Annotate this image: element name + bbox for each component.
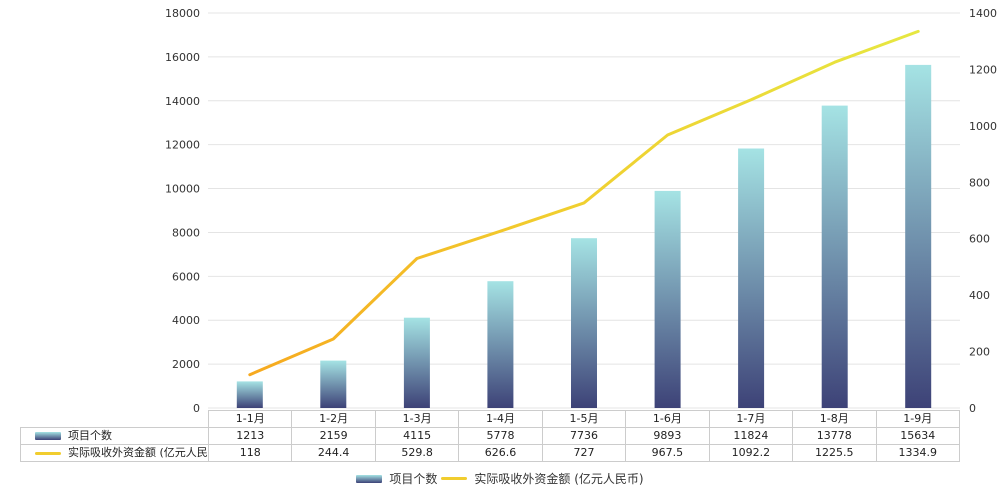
- series-name-label: 实际吸收外资金额 (亿元人民币): [68, 446, 209, 459]
- right-axis-tick: 600: [969, 233, 990, 246]
- value-cell: 244.4: [291, 444, 376, 462]
- left-axis-tick: 8000: [172, 226, 200, 239]
- left-axis-tick: 2000: [172, 358, 200, 371]
- left-axis-tick: 16000: [165, 51, 200, 64]
- right-axis-tick: 1400: [969, 7, 997, 20]
- legend-item-line-series[interactable]: 实际吸收外资金额 (亿元人民币): [441, 470, 644, 487]
- line-series[interactable]: [248, 29, 920, 377]
- series-row-header: 项目个数: [20, 427, 209, 445]
- value-cell: 15634: [875, 427, 960, 445]
- bar-1-2月[interactable]: [320, 360, 347, 408]
- left-axis-tick: 12000: [165, 139, 200, 152]
- left-axis-tick: 4000: [172, 314, 200, 327]
- value-cell: 967.5: [625, 444, 710, 462]
- value-cell: 118: [207, 444, 293, 462]
- value-cell: 1092.2: [708, 444, 794, 462]
- series-row-header: 实际吸收外资金额 (亿元人民币): [20, 444, 209, 462]
- category-cell: 1-2月: [291, 410, 376, 428]
- legend-label: 实际吸收外资金额 (亿元人民币): [474, 472, 644, 486]
- bar-1-6月[interactable]: [654, 190, 681, 408]
- category-cell: 1-7月: [708, 410, 794, 428]
- bar-1-5月[interactable]: [571, 238, 597, 408]
- bar-1-4月[interactable]: [487, 281, 514, 408]
- right-axis-tick: 200: [969, 346, 990, 359]
- category-cell: 1-3月: [374, 410, 460, 428]
- category-cell: 1-1月: [207, 410, 293, 428]
- value-cell: 1334.9: [875, 444, 960, 462]
- value-cell: 626.6: [458, 444, 543, 462]
- right-axis-tick: 0: [969, 402, 976, 412]
- value-cell: 9893: [625, 427, 710, 445]
- bar-1-3月[interactable]: [403, 317, 430, 408]
- category-cell: 1-4月: [458, 410, 543, 428]
- value-cell: 7736: [541, 427, 627, 445]
- bar-1-8月[interactable]: [821, 105, 848, 408]
- category-cell: 1-8月: [792, 410, 877, 428]
- value-cell: 11824: [708, 427, 794, 445]
- value-cell: 4115: [374, 427, 460, 445]
- left-axis-tick: 14000: [165, 95, 200, 108]
- line-series-icon: [441, 477, 468, 480]
- value-cell: 1225.5: [792, 444, 877, 462]
- value-cell: 1213: [207, 427, 293, 445]
- value-cell: 529.8: [374, 444, 460, 462]
- value-cell: 727: [541, 444, 627, 462]
- left-axis-tick: 0: [193, 402, 200, 412]
- bar-series-icon: [35, 432, 61, 440]
- category-cell: 1-9月: [875, 410, 960, 428]
- bar-series-icon: [356, 474, 383, 483]
- data-table: 1-1月 1-2月 1-3月 1-4月 1-5月 1-6月 1-7月 1-8月 1-9月项目个数…: [20, 410, 960, 462]
- combo-chart-canvas: 0200040006000800010000120001400016000180…: [165, 7, 997, 412]
- series-name-label: 项目个数: [68, 429, 112, 442]
- left-axis-tick: 10000: [165, 183, 200, 196]
- bar-1-7月[interactable]: [738, 148, 765, 409]
- line-series-icon: [35, 451, 61, 455]
- chart-legend: 项目个数 实际吸收外资金额 (亿元人民币): [0, 470, 1000, 487]
- right-axis-tick: 1000: [969, 120, 997, 133]
- value-cell: 2159: [291, 427, 376, 445]
- category-cell: 1-6月: [625, 410, 710, 428]
- right-axis-tick: 800: [969, 176, 990, 189]
- right-axis-tick: 400: [969, 289, 990, 302]
- legend-item-bar-series[interactable]: 项目个数: [356, 470, 437, 487]
- bar-1-9月[interactable]: [905, 64, 932, 409]
- value-cell: 5778: [458, 427, 543, 445]
- legend-label: 项目个数: [389, 472, 438, 486]
- bar-1-1月[interactable]: [236, 381, 263, 408]
- value-cell: 13778: [792, 427, 877, 445]
- left-axis-tick: 6000: [172, 270, 200, 283]
- right-axis-tick: 1200: [969, 63, 997, 76]
- table-corner-cell: [21, 411, 209, 428]
- left-axis-tick: 18000: [165, 7, 200, 20]
- category-cell: 1-5月: [541, 410, 627, 428]
